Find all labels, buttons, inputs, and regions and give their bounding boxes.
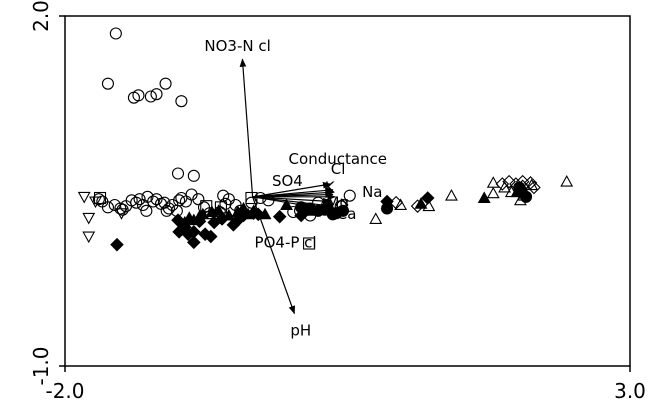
- y-tick-label: 2.0: [29, 0, 53, 32]
- data-point-open-circle: [101, 77, 114, 90]
- data-point-open-circle: [101, 201, 114, 214]
- data-point-open-diamond: [523, 176, 538, 190]
- data-point-open-square: [214, 201, 227, 214]
- vector-label: Mg: [327, 194, 349, 212]
- data-point-open-triangle: [486, 176, 500, 188]
- data-point-open-triangle: [422, 199, 436, 212]
- data-point-open-circle: [217, 189, 230, 202]
- data-point-open-circle: [192, 193, 205, 206]
- data-point-open-down-triangle: [89, 196, 102, 209]
- data-point-open-circle: [185, 188, 198, 201]
- site-points: [77, 27, 574, 252]
- data-point-filled-triangle: [280, 198, 293, 210]
- data-point-open-diamond: [410, 199, 425, 213]
- data-point-open-circle: [187, 169, 200, 182]
- plot-frame: [64, 15, 631, 367]
- vector-label: pH: [290, 322, 311, 340]
- data-point-open-triangle: [369, 212, 383, 224]
- data-point-open-down-triangle: [115, 208, 128, 220]
- data-point-open-circle: [343, 189, 356, 202]
- vector-arrow: [239, 58, 254, 197]
- data-point-filled-circle: [326, 208, 339, 221]
- data-point-open-circle: [132, 89, 145, 102]
- data-point-open-circle: [109, 27, 122, 40]
- data-point-open-diamond: [527, 180, 541, 195]
- data-point-open-triangle: [517, 189, 531, 201]
- data-point-filled-triangle: [258, 207, 272, 220]
- data-point-filled-triangle: [247, 204, 261, 216]
- data-point-filled-diamond: [110, 237, 124, 252]
- data-point-filled-triangle: [237, 201, 250, 214]
- data-point-filled-diamond: [272, 209, 287, 224]
- data-point-open-circle: [262, 194, 275, 207]
- data-point-open-down-triangle: [77, 191, 91, 204]
- vector-label: Conductance: [289, 150, 388, 168]
- data-point-open-triangle: [560, 175, 574, 187]
- data-point-open-circle: [175, 95, 188, 108]
- x-tick-label: 3.0: [614, 379, 646, 403]
- vector-label: Ca: [337, 205, 357, 223]
- data-point-filled-triangle: [196, 207, 210, 220]
- x-tick-label: -2.0: [45, 379, 84, 403]
- vector-arrow: [252, 181, 332, 198]
- vector-label: PO4-P cl: [255, 234, 317, 252]
- data-point-open-triangle: [498, 180, 512, 193]
- data-point-open-diamond: [495, 177, 510, 191]
- data-point-open-diamond: [389, 195, 403, 210]
- data-point-open-square: [93, 191, 107, 205]
- data-point-open-square: [245, 191, 258, 205]
- data-point-open-square: [303, 237, 316, 250]
- data-point-filled-diamond: [187, 235, 201, 250]
- data-point-open-circle: [116, 203, 129, 216]
- data-point-open-circle: [173, 194, 186, 207]
- data-point-open-circle: [160, 204, 173, 217]
- data-point-open-circle: [144, 90, 157, 103]
- data-point-filled-circle: [380, 202, 394, 215]
- vector-label: SO4: [272, 172, 303, 190]
- data-point-open-circle: [171, 167, 185, 180]
- data-point-open-circle: [133, 193, 146, 206]
- y-tick-label: -1.0: [29, 346, 53, 385]
- data-point-open-triangle: [445, 189, 458, 201]
- data-point-open-diamond: [515, 174, 530, 189]
- data-point-open-triangle: [394, 198, 408, 210]
- data-point-open-triangle: [486, 186, 500, 199]
- data-point-open-down-triangle: [82, 231, 96, 244]
- data-point-open-down-triangle: [82, 212, 96, 225]
- data-point-open-diamond: [509, 177, 523, 191]
- data-point-open-diamond: [502, 174, 516, 189]
- plot-area: [59, 15, 631, 372]
- data-point-open-circle: [150, 193, 163, 206]
- data-point-filled-triangle: [477, 191, 491, 203]
- data-point-open-circle: [92, 193, 105, 206]
- vector-label: NO3-N cl: [204, 37, 270, 55]
- data-point-open-diamond: [335, 198, 349, 212]
- data-point-open-circle: [162, 202, 176, 215]
- data-point-open-circle: [159, 77, 172, 90]
- data-point-open-circle: [254, 191, 267, 205]
- data-point-filled-diamond: [203, 229, 218, 244]
- data-point-open-circle: [140, 204, 153, 217]
- vector-label: Na: [362, 183, 382, 201]
- vector-label: K: [325, 179, 336, 197]
- vector-label: Cl: [331, 160, 346, 178]
- tick-labels: -2.0 3.0 2.0 -1.0: [29, 0, 646, 403]
- data-point-filled-triangle: [222, 208, 236, 221]
- data-point-open-triangle: [504, 185, 518, 198]
- data-point-open-circle: [130, 196, 143, 209]
- data-point-filled-diamond: [420, 191, 435, 205]
- data-point-open-circle: [150, 88, 163, 101]
- data-point-open-square: [200, 200, 213, 213]
